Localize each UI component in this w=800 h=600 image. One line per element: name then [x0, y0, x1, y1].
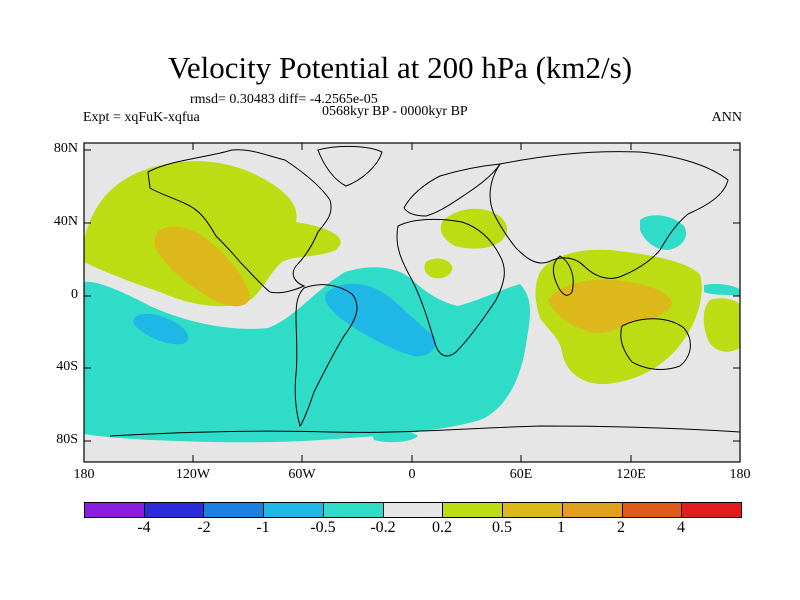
colorbar-label: -4 — [137, 519, 151, 536]
colorbar-label: -2 — [197, 519, 211, 536]
contour-strong-south-pacific — [133, 313, 189, 345]
lon-label-180e: 180 — [729, 467, 751, 482]
coast-south-america — [294, 284, 358, 427]
colorbar-label: 0.5 — [492, 519, 512, 536]
contour-strong-south-atlantic — [325, 283, 436, 357]
colorbar-swatch — [682, 503, 742, 517]
lat-label-0: 0 — [71, 287, 78, 302]
lon-label-120w: 120W — [175, 467, 211, 482]
coast-europe — [403, 163, 502, 217]
lon-label-120e: 120E — [616, 467, 646, 482]
contour-strong-east-pacific — [154, 226, 250, 307]
coast-australia — [620, 318, 691, 370]
lon-label-60w: 60W — [288, 467, 316, 482]
colorbar-swatch — [323, 503, 384, 517]
lat-label-40s: 40S — [56, 359, 78, 374]
statistics-text: rmsd= 0.30483 diff= -4.2565e-05 — [190, 92, 378, 107]
contour-positive-arabia — [424, 258, 453, 279]
coast-india — [552, 255, 574, 296]
colorbar — [84, 502, 742, 518]
experiment-label: Expt = xqFuK-xqfua — [83, 110, 200, 125]
colorbar-label: -1 — [256, 519, 270, 536]
colorbar-label: 1 — [557, 519, 565, 536]
colorbar-swatch — [503, 503, 563, 517]
colorbar-swatch — [264, 503, 324, 517]
axis-ticks — [84, 143, 740, 462]
contour-negative-dateline — [704, 283, 740, 296]
contour-positive-mediterranean — [440, 208, 507, 249]
coastlines — [109, 145, 741, 437]
coast-asia — [489, 151, 729, 279]
contour-positive-east-pacific-edge — [703, 298, 740, 352]
contour-negative-south-indian — [372, 429, 418, 443]
contour-positive-north-pacific — [84, 161, 341, 307]
coast-antarctica — [109, 425, 741, 437]
contour-negative-southern-belt — [84, 267, 530, 443]
colorbar-swatch — [144, 503, 205, 517]
colorbar-swatch — [204, 503, 265, 517]
coast-greenland — [317, 145, 383, 187]
lon-label-0: 0 — [408, 467, 416, 482]
colorbar-swatch — [562, 503, 623, 517]
colorbar-label: 0.2 — [432, 519, 452, 536]
coast-north-america — [147, 149, 332, 294]
lat-label-40n: 40N — [53, 214, 78, 229]
lon-label-60e: 60E — [509, 467, 533, 482]
lat-label-80n: 80N — [53, 141, 78, 156]
season-label: ANN — [711, 110, 742, 125]
colorbar-label: 4 — [677, 519, 685, 536]
colorbar-label: 2 — [617, 519, 625, 536]
coast-africa — [396, 218, 505, 357]
lat-label-80s: 80S — [56, 432, 78, 447]
contour-negative-east-asia — [640, 215, 687, 250]
colorbar-swatch — [443, 503, 504, 517]
lon-label-180w: 180 — [73, 467, 95, 482]
colorbar-swatch — [383, 503, 444, 517]
colorbar-swatch — [622, 503, 683, 517]
period-text: 0568kyr BP - 0000kyr BP — [322, 104, 468, 119]
colorbar-swatch — [85, 503, 145, 517]
plot-title: Velocity Potential at 200 hPa (km2/s) — [167, 50, 633, 85]
colorbar-label: -0.5 — [310, 519, 336, 536]
colorbar-label: -0.2 — [370, 519, 396, 536]
